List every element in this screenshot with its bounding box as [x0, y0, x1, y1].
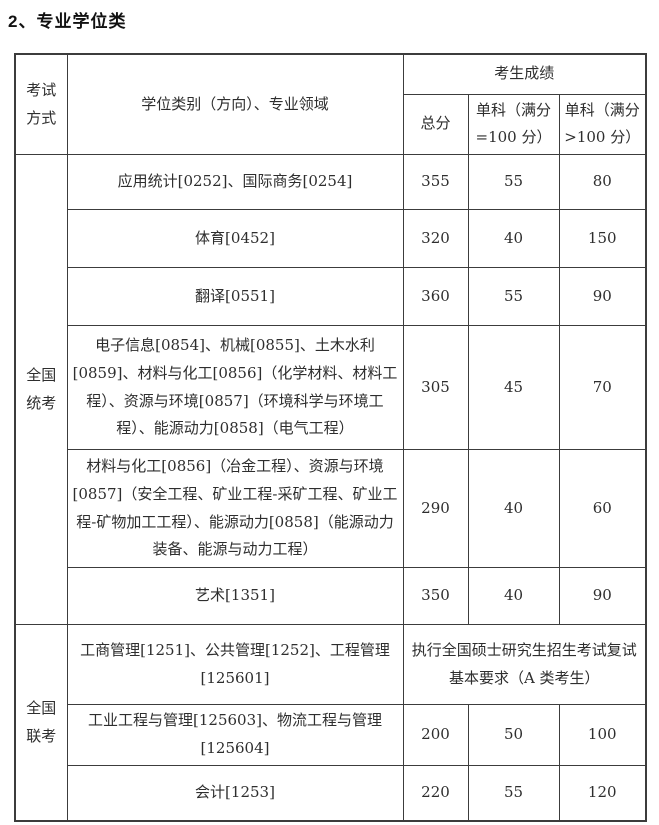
header-degree-category: 学位类别（方向）、专业领域: [66, 53, 404, 155]
field-cell: 应用统计[0252]、国际商务[0254]: [66, 154, 404, 210]
single-full100-cell: 55: [467, 154, 560, 210]
header-single-over100: 单科（满分>100 分）: [558, 93, 647, 155]
single-full100-cell: 55: [467, 267, 560, 326]
total-score-cell: 220: [402, 764, 469, 822]
table-header-row-2: 总分 单科（满分=100 分） 单科（满分>100 分）: [15, 93, 647, 155]
score-table: 考试方式 学位类别（方向）、专业领域 考生成绩 总分 单科（满分=100 分） …: [14, 53, 647, 822]
total-score-cell: 305: [402, 325, 469, 450]
single-full100-cell: 40: [467, 449, 560, 568]
table-header-row-1: 考试方式 学位类别（方向）、专业领域 考生成绩: [14, 53, 647, 155]
single-full100-cell: 55: [467, 764, 560, 822]
table-row: 会计[1253] 220 55 120: [15, 764, 647, 822]
single-full100-cell: 40: [467, 209, 560, 268]
single-over100-cell: 80: [558, 154, 647, 210]
header-total-score: 总分: [402, 93, 469, 155]
table-row: 材料与化工[0856]（冶金工程）、资源与环境[0857]（安全工程、矿业工程-…: [15, 449, 647, 568]
single-full100-cell: 40: [467, 567, 560, 625]
field-cell: 会计[1253]: [66, 764, 404, 822]
single-over100-cell: 120: [558, 764, 647, 822]
field-cell: 材料与化工[0856]（冶金工程）、资源与环境[0857]（安全工程、矿业工程-…: [66, 449, 404, 568]
header-candidate-score: 考生成绩: [402, 53, 647, 95]
table-row: 体育[0452] 320 40 150: [15, 209, 647, 268]
field-cell: 艺术[1351]: [66, 567, 404, 625]
page-title: 2、专业学位类: [8, 12, 127, 31]
field-cell: 体育[0452]: [66, 209, 404, 268]
total-score-cell: 200: [402, 704, 469, 766]
total-score-cell: 320: [402, 209, 469, 268]
section-cell-joint-exam: 全国联考: [14, 624, 68, 822]
total-score-cell: 350: [402, 567, 469, 625]
single-over100-cell: 150: [558, 209, 647, 268]
section-cell-unified-exam: 全国统考: [14, 154, 68, 625]
table-row: 工业工程与管理[125603]、物流工程与管理[125604] 200 50 1…: [15, 704, 647, 766]
single-over100-cell: 90: [558, 267, 647, 326]
field-cell: 工业工程与管理[125603]、物流工程与管理[125604]: [66, 704, 404, 766]
field-cell: 工商管理[1251]、公共管理[1252]、工程管理[125601]: [66, 624, 404, 705]
single-over100-cell: 60: [558, 449, 647, 568]
header-exam-method: 考试方式: [14, 53, 68, 155]
total-score-cell: 290: [402, 449, 469, 568]
total-score-cell: 360: [402, 267, 469, 326]
table-row: 全国联考 工商管理[1251]、公共管理[1252]、工程管理[125601] …: [14, 624, 647, 822]
table-row: 电子信息[0854]、机械[0855]、土木水利[0859]、材料与化工[085…: [15, 325, 647, 450]
total-score-cell: 355: [402, 154, 469, 210]
single-over100-cell: 70: [558, 325, 647, 450]
single-full100-cell: 45: [467, 325, 560, 450]
table-row: 全国统考 应用统计[0252]、国际商务[0254] 355 55 80: [14, 154, 647, 625]
header-single-full100: 单科（满分=100 分）: [467, 93, 560, 155]
field-cell: 翻译[0551]: [66, 267, 404, 326]
table-row: 翻译[0551] 360 55 90: [15, 267, 647, 326]
field-cell: 电子信息[0854]、机械[0855]、土木水利[0859]、材料与化工[085…: [66, 325, 404, 450]
table-row: 艺术[1351] 350 40 90: [15, 567, 647, 625]
merged-note-cell: 执行全国硕士研究生招生考试复试基本要求（A 类考生）: [402, 624, 647, 705]
single-over100-cell: 100: [558, 704, 647, 766]
single-over100-cell: 90: [558, 567, 647, 625]
single-full100-cell: 50: [467, 704, 560, 766]
